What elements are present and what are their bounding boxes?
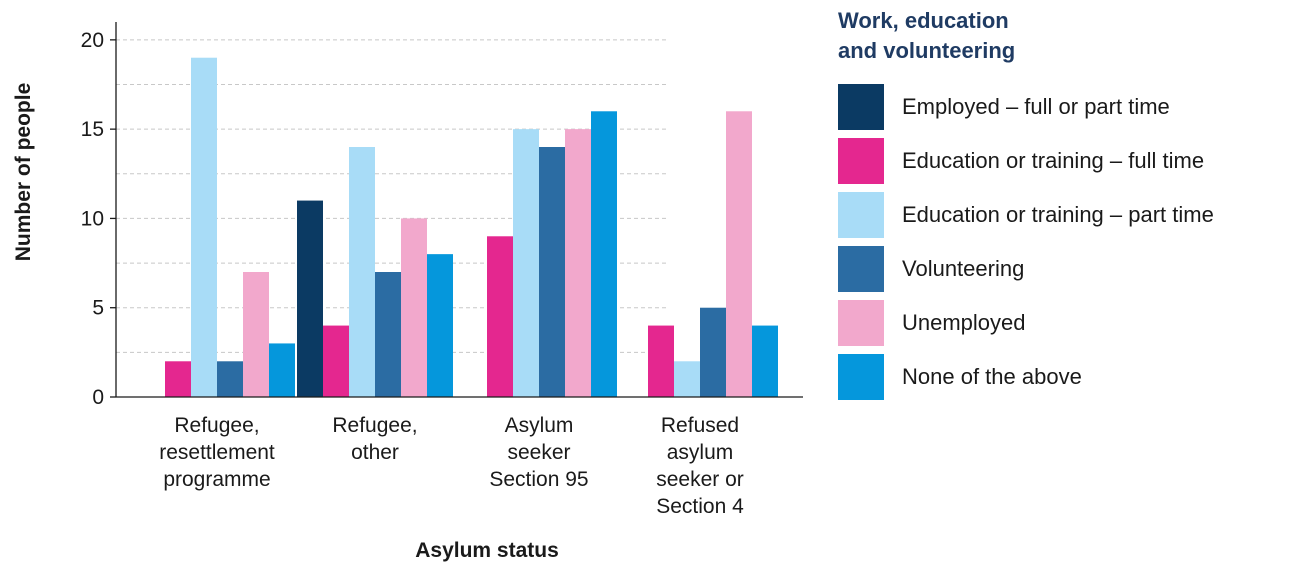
x-category-label: Refugee, other [332, 414, 417, 464]
legend-label: Education or training – part time [902, 202, 1214, 227]
x-category-label-line: Refugee, [174, 414, 259, 437]
bar-education-or-training-part-time-2 [513, 129, 539, 397]
legend-swatch [838, 192, 884, 238]
legend: Work, education and volunteering Employe… [838, 6, 1308, 404]
bar-employed-full-or-part-time-1 [297, 200, 323, 397]
y-tick-labels: 0 5 10 15 20 [81, 29, 116, 409]
x-category-label: Refugee, resettlement programme [159, 414, 275, 491]
y-tick-label: 0 [92, 386, 104, 409]
x-category-label: Asylum seeker Section 95 [489, 414, 588, 491]
y-tick-label: 5 [92, 297, 104, 320]
legend-items: Employed – full or part time Education or… [838, 80, 1308, 404]
legend-swatch [838, 246, 884, 292]
x-axis-title: Asylum status [415, 539, 559, 562]
bar-unemployed-0 [243, 272, 269, 397]
legend-swatch [838, 300, 884, 346]
y-axis-title: Number of people [12, 83, 35, 262]
y-tick-label: 10 [81, 207, 104, 230]
y-tick-label: 15 [81, 118, 104, 141]
bar-education-or-training-part-time-1 [349, 147, 375, 397]
y-tick-label: 20 [81, 29, 104, 52]
legend-item: Education or training – full time [838, 134, 1308, 188]
legend-item: Unemployed [838, 296, 1308, 350]
bars [165, 57, 778, 398]
bar-none-of-the-above-2 [591, 111, 617, 398]
legend-swatch [838, 354, 884, 400]
x-category-label-line: Refugee, [332, 414, 417, 437]
bar-education-or-training-full-time-1 [323, 325, 349, 397]
x-category-label-line: seeker or [656, 468, 744, 491]
legend-item: None of the above [838, 350, 1308, 404]
bar-volunteering-3 [700, 307, 726, 397]
bar-education-or-training-full-time-3 [648, 325, 674, 397]
x-category-label: Refused asylum seeker or Section 4 [656, 414, 744, 518]
x-category-label-line: programme [163, 468, 270, 491]
bar-none-of-the-above-0 [269, 343, 295, 397]
bar-education-or-training-full-time-0 [165, 361, 191, 397]
legend-label: Employed – full or part time [902, 94, 1170, 119]
legend-swatch [838, 138, 884, 184]
bar-education-or-training-part-time-0 [191, 57, 217, 397]
legend-label: None of the above [902, 364, 1082, 389]
legend-item: Volunteering [838, 242, 1308, 296]
legend-swatch [838, 84, 884, 130]
x-category-label-line: other [351, 441, 399, 464]
bar-unemployed-3 [726, 111, 752, 398]
bar-education-or-training-part-time-3 [674, 361, 700, 397]
x-category-label-line: asylum [667, 441, 734, 464]
bar-unemployed-1 [401, 218, 427, 397]
x-category-label-line: Refused [661, 414, 739, 437]
legend-label: Volunteering [902, 256, 1025, 281]
bar-none-of-the-above-3 [752, 325, 778, 397]
x-category-label-line: Asylum [505, 414, 574, 437]
x-category-label-line: seeker [507, 441, 570, 464]
bar-none-of-the-above-1 [427, 254, 453, 397]
bar-volunteering-0 [217, 361, 243, 397]
x-category-label-line: resettlement [159, 441, 275, 464]
legend-title-line: Work, education [838, 8, 1009, 33]
legend-item: Employed – full or part time [838, 80, 1308, 134]
x-category-labels: Refugee, resettlement programme Refugee, oth… [159, 414, 744, 518]
x-category-label-line: Section 4 [656, 495, 744, 518]
x-category-label-line: Section 95 [489, 468, 588, 491]
legend-item: Education or training – part time [838, 188, 1308, 242]
bar-education-or-training-full-time-2 [487, 236, 513, 397]
legend-title: Work, education and volunteering [838, 6, 1308, 66]
bar-unemployed-2 [565, 129, 591, 397]
legend-title-line: and volunteering [838, 38, 1016, 63]
legend-label: Education or training – full time [902, 148, 1205, 173]
legend-label: Unemployed [902, 310, 1026, 335]
bar-volunteering-2 [539, 147, 565, 397]
axes [115, 22, 803, 398]
bar-volunteering-1 [375, 272, 401, 397]
